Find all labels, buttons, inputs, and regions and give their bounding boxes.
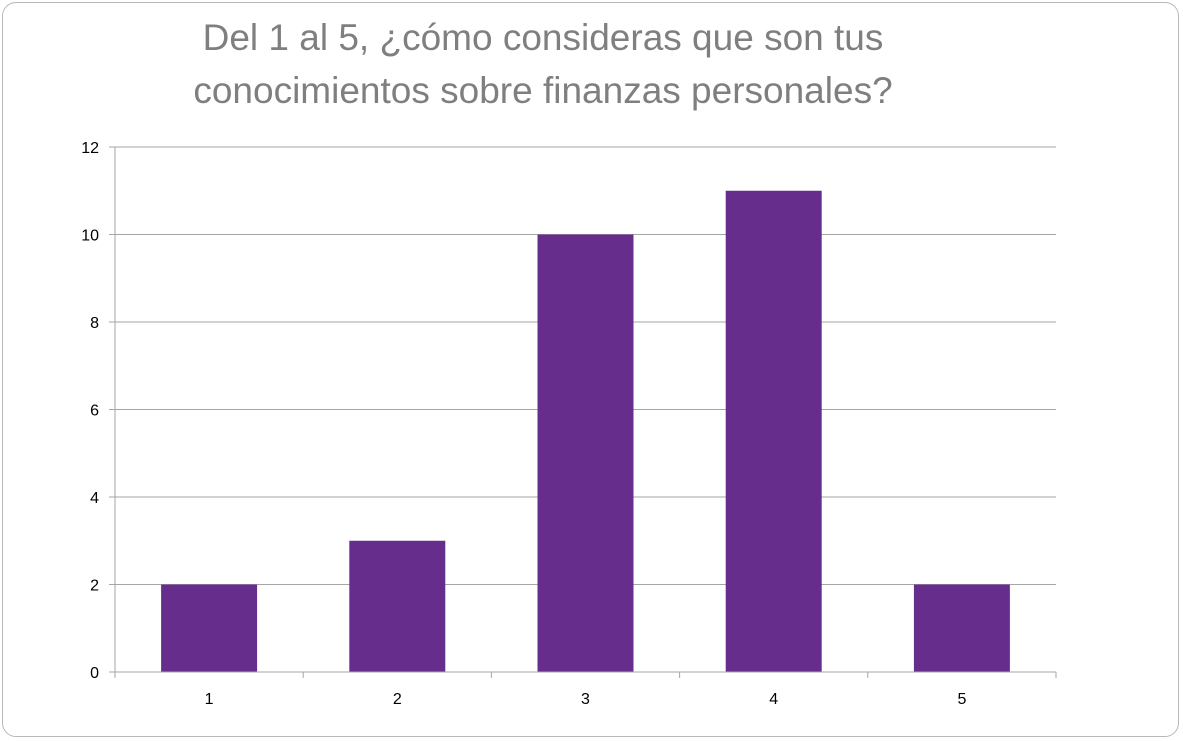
bars	[161, 190, 1010, 672]
x-tick-label: 2	[393, 691, 402, 708]
axes	[109, 146, 1057, 678]
chart-title: Del 1 al 5, ¿cómo consideras que son tus…	[193, 17, 893, 111]
x-tick-label: 5	[957, 691, 966, 708]
y-tick-label: 2	[90, 578, 99, 595]
y-tick-label: 8	[90, 315, 99, 332]
y-tick-label: 12	[81, 140, 99, 157]
y-tick-label: 6	[90, 403, 99, 420]
bar-5	[913, 584, 1010, 672]
x-tick-label: 3	[581, 691, 590, 708]
bar-2	[349, 540, 446, 672]
x-tick-label: 1	[205, 691, 214, 708]
bar-1	[161, 584, 258, 672]
x-tick-label: 4	[769, 691, 778, 708]
y-tick-label: 0	[90, 665, 99, 682]
y-tick-label: 10	[81, 228, 99, 245]
bar-3	[537, 234, 634, 672]
y-tick-label: 4	[90, 490, 99, 507]
bar-4	[725, 190, 822, 672]
